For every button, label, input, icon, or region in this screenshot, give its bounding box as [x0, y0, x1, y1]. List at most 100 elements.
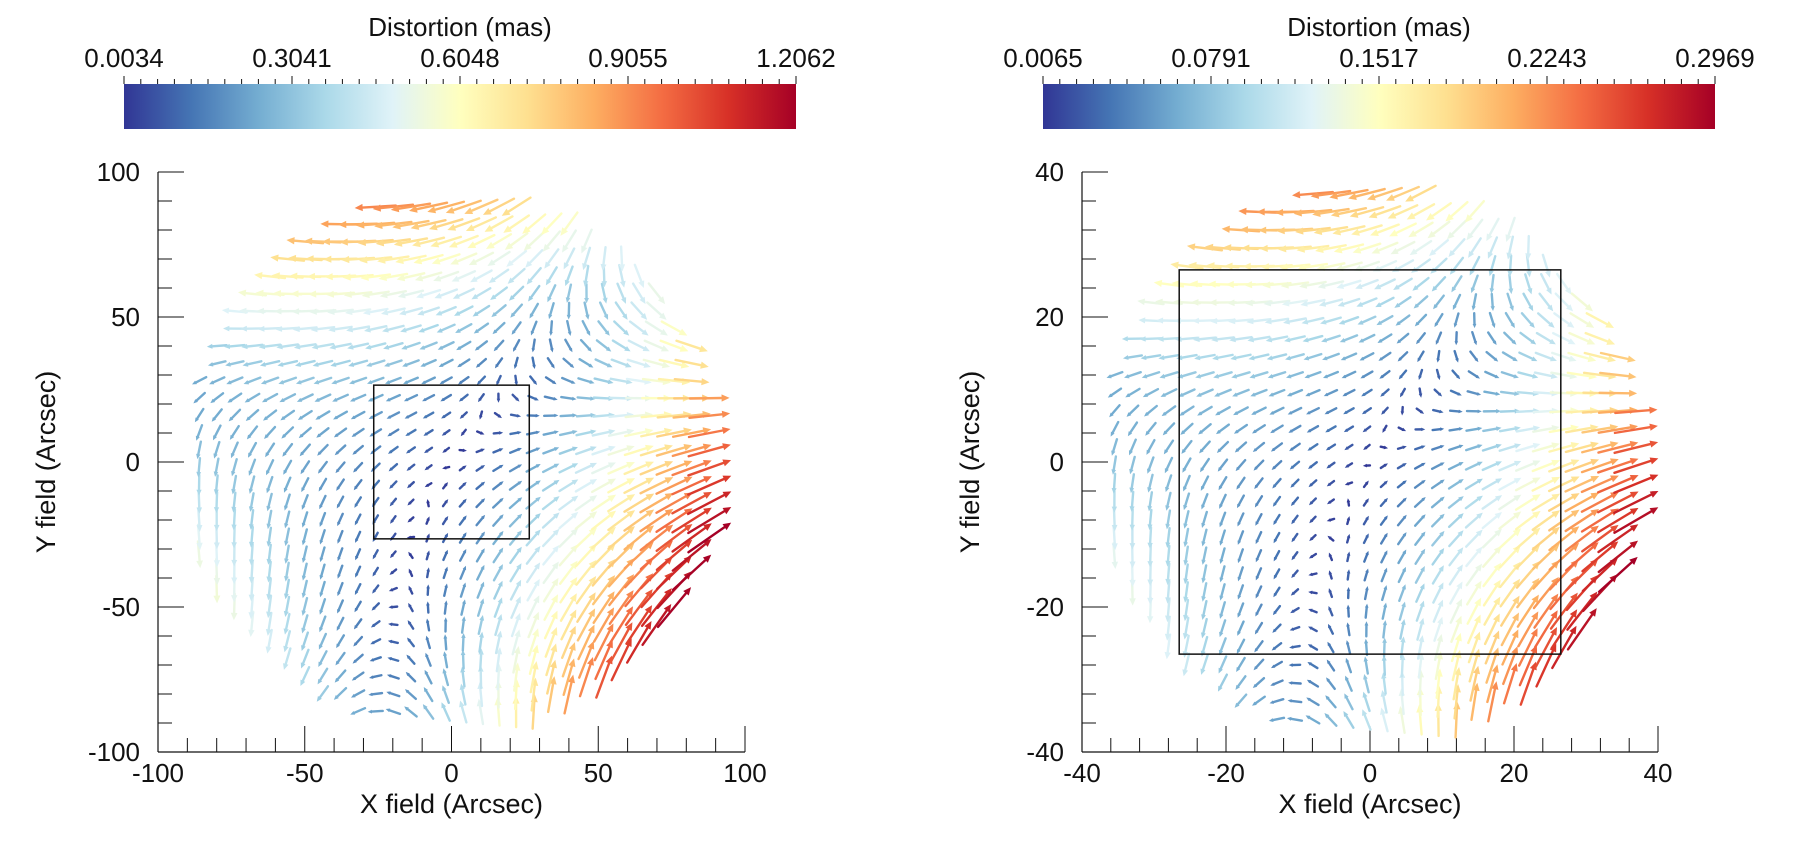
quiver-arrow — [1270, 424, 1284, 434]
quiver-arrow — [407, 498, 415, 506]
quiver-arrow — [542, 413, 559, 418]
quiver-arrow — [1307, 661, 1319, 670]
quiver-arrow — [1382, 620, 1388, 639]
quiver-arrow — [1303, 352, 1323, 361]
quiver-arrow — [1286, 371, 1304, 379]
quiver-arrow — [1340, 352, 1358, 361]
quiver-arrow — [1514, 477, 1541, 492]
quiver-arrow — [284, 561, 290, 582]
quiver-arrow — [1581, 524, 1619, 553]
quiver-arrow — [1363, 674, 1370, 694]
quiver-arrow — [1159, 371, 1179, 379]
quiver-arrow — [1236, 656, 1246, 672]
quiver-arrow — [1447, 496, 1464, 509]
quiver-arrow — [1343, 407, 1355, 415]
quiver-arrow — [660, 320, 688, 336]
quiver-arrow — [1481, 528, 1502, 549]
quiver-arrow — [1237, 620, 1245, 636]
quiver-arrow — [1435, 368, 1441, 381]
quiver-arrow — [318, 650, 328, 668]
quiver-arrow — [359, 256, 393, 264]
y-tick-label: -50 — [102, 592, 140, 622]
quiver-arrow — [1597, 556, 1638, 594]
quiver-arrow — [1200, 653, 1209, 675]
colorbar-title: Distortion (mas) — [1287, 12, 1470, 42]
quiver-arrow — [623, 509, 655, 532]
quiver-arrow — [1465, 563, 1483, 587]
quiver-arrow — [542, 430, 559, 436]
quiver-arrow — [248, 475, 256, 494]
quiver-arrow — [213, 440, 221, 459]
quiver-arrow — [342, 273, 374, 281]
quiver-arrow — [460, 599, 466, 616]
quiver-arrow — [458, 448, 467, 453]
quiver-arrow — [1146, 438, 1156, 455]
quiver-arrow — [1482, 562, 1502, 588]
quiver-arrow — [1465, 426, 1483, 432]
quiver-arrow — [593, 377, 614, 385]
y-axis-label: Y field (Arcsec) — [955, 371, 985, 554]
quiver-arrow — [528, 628, 540, 657]
quiver-arrow — [1255, 512, 1263, 526]
quiver-arrow — [319, 546, 326, 563]
quiver-arrow — [541, 479, 560, 492]
quiver-arrow — [1344, 481, 1354, 486]
quiver-arrow — [671, 427, 712, 438]
quiver-arrow — [195, 424, 204, 441]
quiver-arrow — [1362, 515, 1369, 526]
quiver-arrow — [424, 464, 433, 471]
quiver-arrow — [1449, 581, 1463, 605]
quiver-arrow — [1230, 353, 1252, 361]
quiver-arrow — [405, 671, 417, 683]
quiver-arrow — [1336, 279, 1362, 289]
quiver-arrow — [492, 564, 503, 582]
quiver-arrow — [1324, 713, 1338, 727]
quiver-arrow — [1613, 474, 1659, 494]
quiver-arrow — [284, 493, 291, 511]
quiver-arrow — [196, 473, 202, 496]
quiver-arrow — [1553, 312, 1575, 328]
quiver-arrow — [207, 360, 227, 367]
quiver-arrow — [1165, 491, 1172, 511]
x-tick-label: -20 — [1207, 758, 1245, 788]
quiver-arrow — [284, 544, 290, 564]
quiver-arrow — [423, 428, 434, 436]
quiver-arrow — [1255, 603, 1263, 617]
quiver-arrow — [1363, 550, 1369, 563]
quiver-arrow — [369, 428, 383, 437]
quiver-arrow — [353, 635, 364, 647]
quiver-arrow — [266, 526, 273, 547]
quiver-arrow — [1345, 533, 1351, 544]
quiver-arrow — [1339, 334, 1359, 343]
quiver-arrow — [426, 601, 430, 614]
quiver-arrow — [1414, 427, 1426, 432]
quiver-arrow — [226, 376, 244, 385]
quiver-arrow — [278, 376, 298, 385]
quiver-arrow — [640, 427, 673, 438]
field-box — [372, 384, 531, 540]
quiver-arrow — [1261, 263, 1293, 271]
quiver-arrow — [383, 341, 404, 350]
quiver-arrow — [465, 216, 498, 231]
quiver-arrow — [1251, 406, 1267, 415]
quiver-arrow — [1580, 458, 1619, 474]
quiver-arrow — [425, 516, 430, 525]
quiver-arrow — [1249, 371, 1269, 379]
quiver-arrow — [1237, 566, 1244, 582]
quiver-arrow — [319, 529, 326, 545]
quiver-arrow — [1109, 404, 1121, 418]
quiver-arrow — [266, 577, 272, 601]
quiver-arrow — [575, 446, 597, 456]
quiver-arrow — [279, 393, 297, 403]
quiver-arrow — [283, 595, 291, 617]
quiver-arrow — [460, 649, 466, 670]
quiver-arrow — [1307, 644, 1319, 651]
quiver-arrow — [372, 566, 380, 577]
quiver-arrow — [369, 656, 382, 662]
quiver-arrow — [1508, 273, 1514, 295]
quiver-arrow — [334, 444, 347, 456]
quiver-arrow — [408, 568, 414, 578]
quiver-arrow — [1564, 441, 1599, 454]
quiver-arrow — [1485, 350, 1499, 362]
quiver-arrow — [1417, 350, 1425, 363]
